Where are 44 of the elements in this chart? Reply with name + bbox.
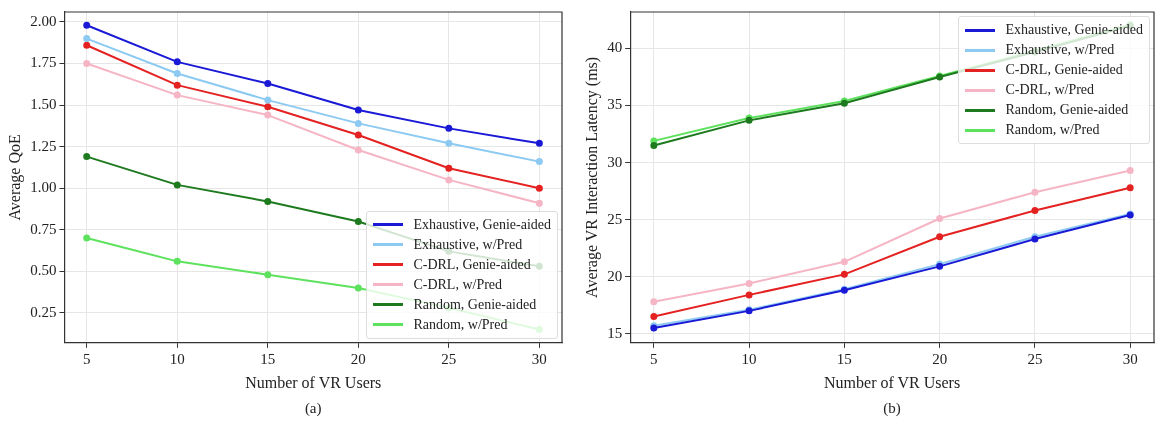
legend-label: Exhaustive, Genie-aided [1005, 22, 1143, 38]
text: (a) [303, 400, 323, 417]
legend-label: Exhaustive, Genie-aided [413, 216, 551, 233]
legend-label: C-DRL, Genie-aided [413, 256, 531, 273]
legend-label: Random, w/Pred [1005, 122, 1100, 138]
x-tick-label: 25 [1027, 350, 1043, 367]
y-tick-label: 40 [607, 39, 623, 56]
y-tick-label: 35 [607, 96, 623, 113]
y-tick-label: 2.00 [30, 12, 57, 29]
text: (b) [882, 400, 902, 417]
x-axis-title: Number of VR Users [824, 373, 961, 391]
x-tick-label: 20 [932, 350, 948, 367]
y-tick-label: 15 [607, 324, 623, 341]
y-axis-title: Average QoE [5, 134, 24, 221]
x-tick-label: 5 [82, 350, 91, 367]
y-tick-label: 30 [607, 153, 623, 170]
x-tick-label: 5 [650, 350, 658, 367]
legend-label: Exhaustive, w/Pred [1005, 42, 1115, 58]
legend-label: Exhaustive, w/Pred [413, 236, 523, 253]
y-tick-label: 0.25 [30, 303, 57, 320]
legend-label: C-DRL, w/Pred [413, 276, 503, 293]
legend-label: C-DRL, w/Pred [1005, 82, 1095, 98]
y-tick-label: 1.25 [30, 137, 57, 154]
legend-label: Random, Genie-aided [413, 296, 537, 313]
x-tick-label: 30 [1122, 350, 1138, 367]
y-tick-label: 1.50 [30, 96, 57, 113]
x-tick-label: 25 [441, 350, 457, 367]
legend-label: Random, w/Pred [413, 316, 508, 333]
x-tick-label: 15 [836, 350, 852, 367]
x-tick-label: 30 [531, 350, 547, 367]
x-tick-label: 10 [169, 350, 185, 367]
x-tick-label: 10 [741, 350, 757, 367]
y-tick-label: 0.50 [30, 262, 57, 279]
x-tick-label: 15 [260, 350, 276, 367]
y-axis-title: Average VR Interaction Latency (ms) [582, 56, 601, 298]
x-axis-title: Number of VR Users [245, 373, 382, 391]
legend-label: C-DRL, Genie-aided [1005, 62, 1123, 78]
y-tick-label: 1.75 [30, 54, 57, 71]
y-tick-label: 20 [607, 267, 623, 284]
y-tick-label: 1.00 [30, 179, 57, 196]
legend-label: Random, Genie-aided [1005, 102, 1129, 118]
y-tick-label: 25 [607, 210, 623, 227]
x-tick-label: 20 [350, 350, 366, 367]
y-tick-label: 0.75 [30, 220, 57, 237]
